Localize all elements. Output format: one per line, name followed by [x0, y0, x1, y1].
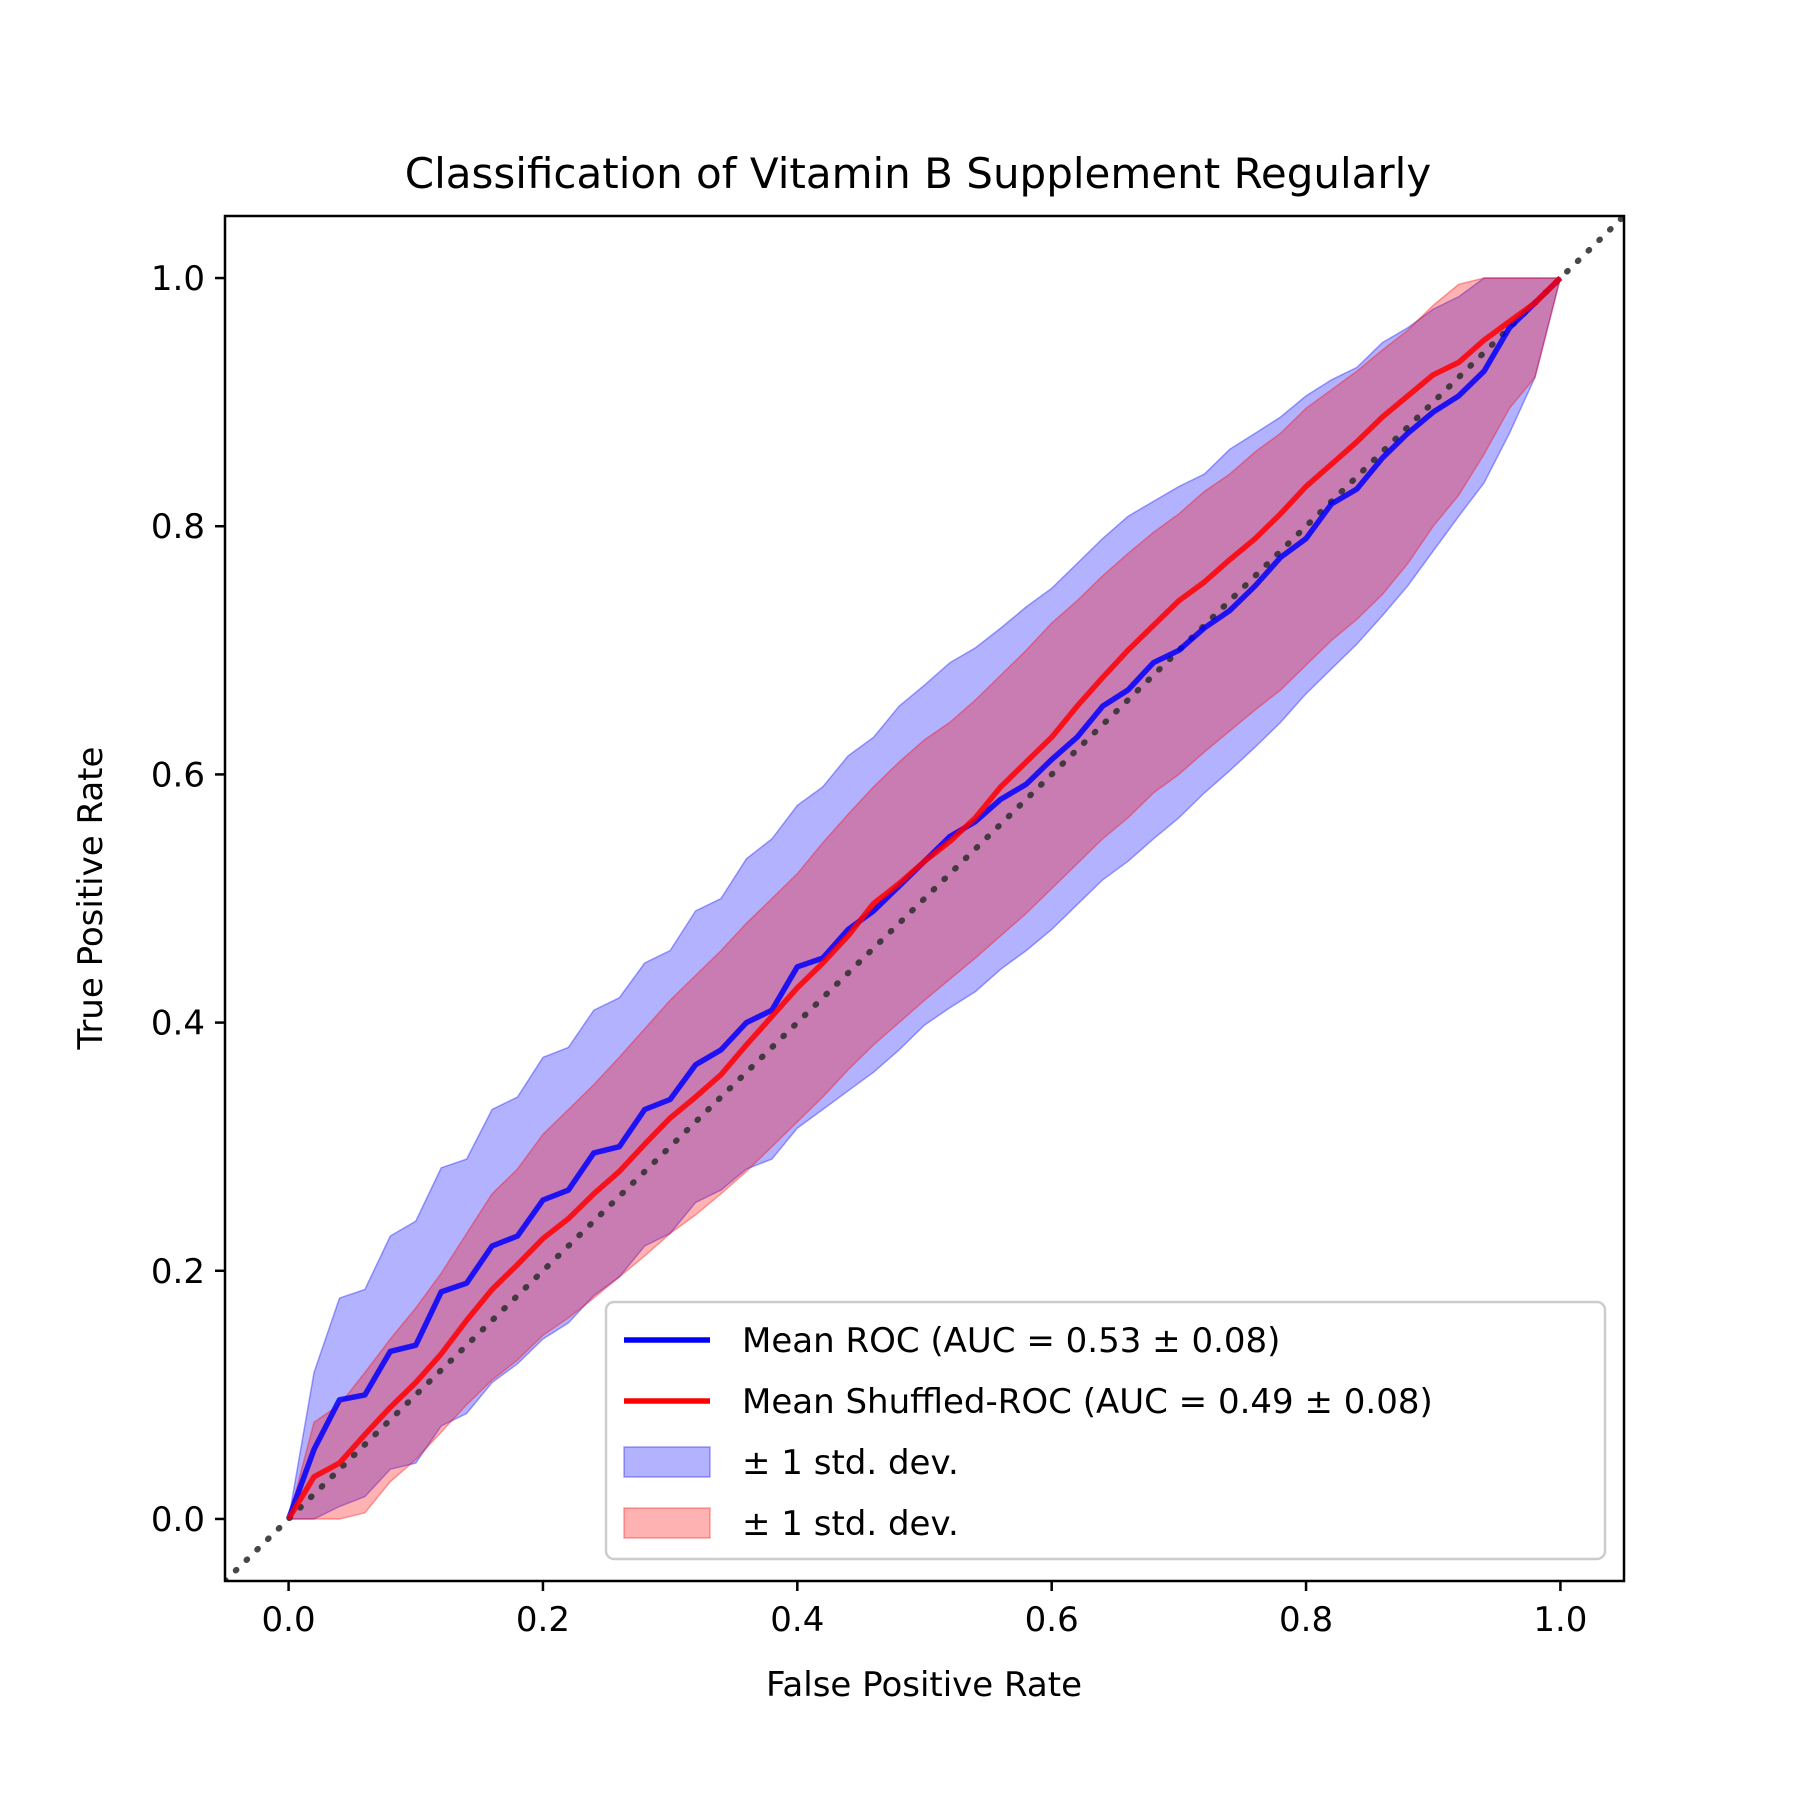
y-tick-label: 0.4 [151, 1004, 205, 1044]
legend-patch-swatch [623, 1507, 711, 1539]
legend: Mean ROC (AUC = 0.53 ± 0.08) Mean Shuffle… [604, 1300, 1607, 1561]
x-tick-label: 0.8 [1279, 1600, 1333, 1640]
y-tick-label: 0.2 [151, 1252, 205, 1292]
y-axis-ticks: 0.0 0.2 0.4 0.6 0.8 1.0 [151, 259, 225, 1540]
legend-label: Mean ROC (AUC = 0.53 ± 0.08) [742, 1321, 1280, 1361]
plot-frame [223, 214, 1626, 1583]
chance-diagonal-line [225, 216, 1624, 1581]
legend-box [604, 1300, 1607, 1561]
y-axis-label: True Positive Rate [71, 747, 111, 1051]
legend-label: Mean Shuffled-ROC (AUC = 0.49 ± 0.08) [742, 1382, 1433, 1422]
y-tick-label: 0.0 [151, 1500, 205, 1540]
legend-label: ± 1 std. dev. [742, 1504, 959, 1544]
legend-label: ± 1 std. dev. [742, 1443, 959, 1483]
x-axis-ticks: 0.0 0.2 0.4 0.6 0.8 1.0 [262, 1581, 1587, 1640]
y-tick-label: 0.6 [151, 755, 205, 795]
x-tick-label: 1.0 [1533, 1600, 1587, 1640]
mean-roc-lines [286, 276, 1563, 1521]
x-tick-label: 0.0 [262, 1600, 316, 1640]
chart-title: Classification of Vitamin B Supplement R… [405, 149, 1431, 198]
x-tick-label: 0.4 [770, 1600, 824, 1640]
legend-patch-swatch [623, 1446, 711, 1478]
x-tick-label: 0.6 [1025, 1600, 1079, 1640]
mean-shuffled-roc-line [286, 276, 1563, 1521]
x-tick-label: 0.2 [516, 1600, 570, 1640]
chance-reference-line [225, 216, 1624, 1581]
y-tick-label: 1.0 [151, 259, 205, 299]
y-tick-label: 0.8 [151, 507, 205, 547]
x-axis-label: False Positive Rate [766, 1665, 1082, 1705]
